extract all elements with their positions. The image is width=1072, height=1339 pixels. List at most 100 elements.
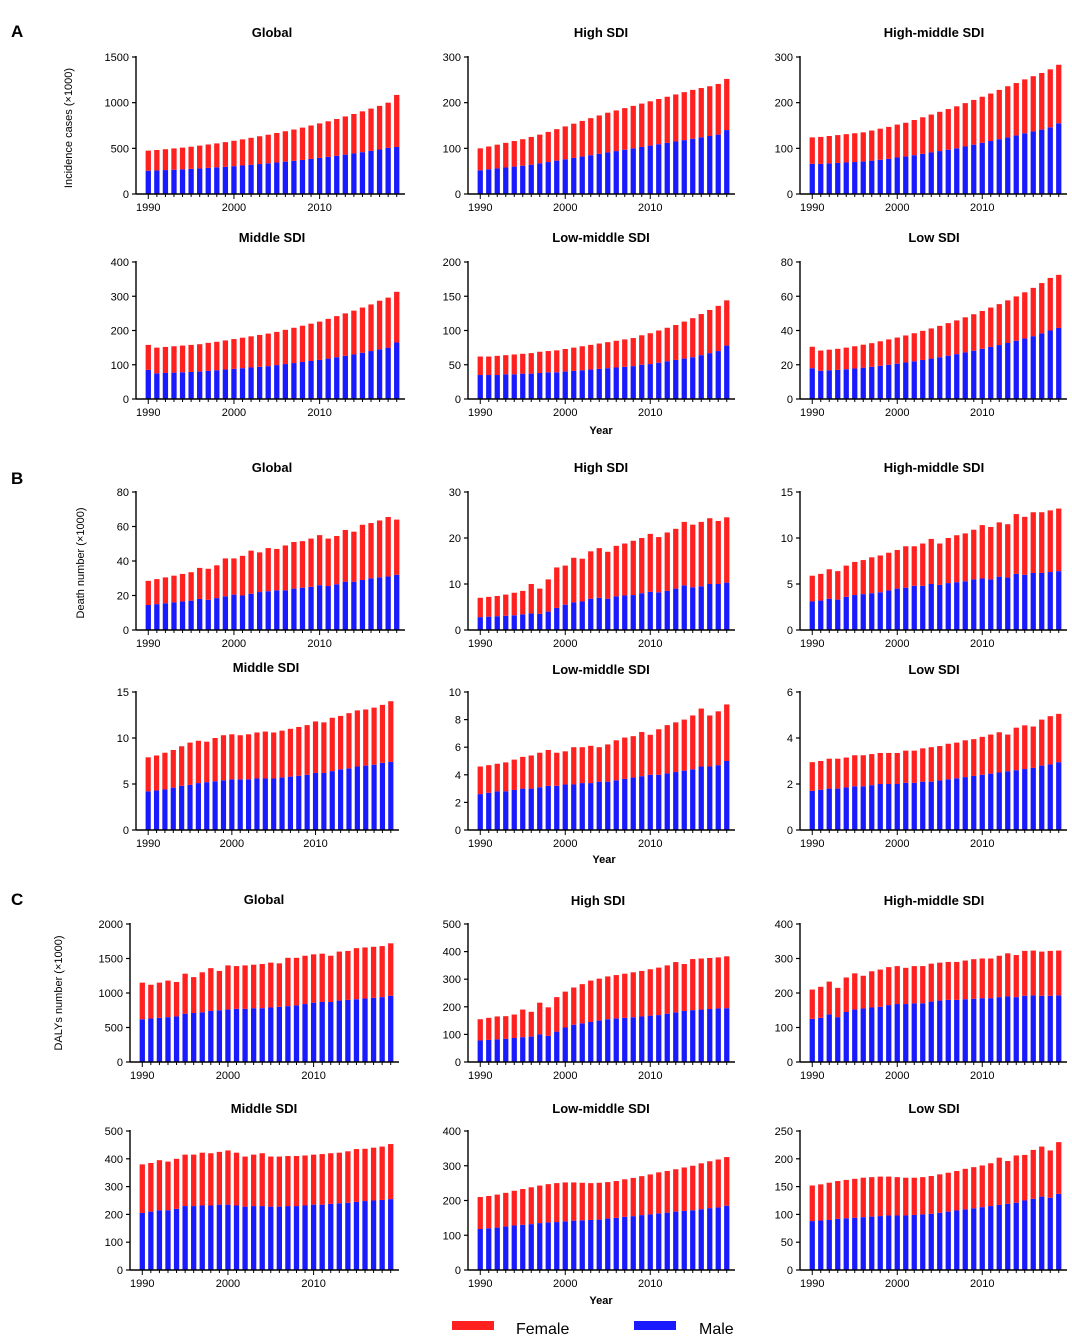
x-tick-label: 2000 [222,407,246,419]
bar-female-2011 [988,93,994,142]
bar-female-2018 [1047,1150,1053,1198]
bar-male-2019 [724,345,730,399]
bar-male-1999 [554,1031,560,1062]
x-tick-label: 2000 [553,407,577,419]
bar-female-1995 [187,742,193,785]
bar-male-2019 [394,342,400,399]
x-tick-label: 2010 [638,838,662,850]
y-tick-label: 100 [443,1029,461,1041]
bar-male-2011 [988,998,994,1062]
bar-female-2002 [911,546,917,586]
bar-female-2007 [622,108,628,150]
bar-male-2009 [304,774,310,830]
bar-female-2017 [707,518,713,584]
x-tick-label: 2010 [970,638,994,650]
bar-female-2011 [988,958,994,999]
bar-female-2008 [293,1156,300,1207]
bar-male-2010 [647,145,653,194]
bar-female-1991 [486,765,492,793]
bar-male-2007 [954,1210,960,1270]
bar-male-1991 [818,600,824,630]
bar-female-1990 [477,1197,483,1229]
chart-title: Global [244,892,284,907]
bar-male-1990 [139,1019,145,1062]
bar-female-1991 [486,146,492,170]
bar-female-2010 [979,310,985,349]
bar-male-1994 [843,787,849,830]
bar-female-2006 [613,110,619,152]
bar-male-1998 [214,598,220,630]
bar-female-2012 [334,119,340,156]
bar-female-2017 [707,309,713,354]
bar-female-1992 [826,569,832,599]
bar-male-2005 [274,590,280,630]
bar-female-1999 [220,735,227,781]
bar-male-2007 [622,1216,628,1270]
bar-female-2002 [579,747,585,784]
bar-female-2000 [231,558,237,595]
section-label-b: B [11,469,23,488]
bar-male-2008 [296,775,302,830]
y-tick-label: 0 [123,189,129,201]
chart-title: High SDI [574,460,628,475]
bar-female-2018 [1047,716,1053,765]
bar-female-2003 [256,136,263,165]
bar-female-2008 [630,972,636,1018]
y-tick-label: 5 [787,579,793,591]
bar-male-2005 [605,368,611,399]
bar-male-2011 [656,1015,662,1062]
bar-male-2013 [1005,996,1011,1062]
chart-title: Middle SDI [233,660,299,675]
chart-panel-a-1: Global 0 500 1000 1500 1990 2000 2010 [105,25,405,214]
bar-male-2005 [937,151,943,194]
bar-male-2008 [293,1206,300,1270]
bar-female-2011 [656,99,662,145]
bar-female-2001 [233,966,240,1009]
bar-female-1995 [188,146,194,169]
bar-male-2002 [579,1220,585,1270]
bar-male-2014 [1013,135,1019,194]
y-tick-label: 100 [105,1237,123,1249]
bar-male-1997 [869,593,875,630]
bar-female-2013 [673,528,679,589]
bar-male-2001 [239,595,246,630]
bar-male-1998 [545,1035,551,1062]
bar-female-2005 [605,551,611,599]
bar-male-2002 [911,585,917,630]
bar-male-1991 [154,170,160,194]
bar-female-2000 [562,565,568,605]
bar-male-2003 [588,598,594,630]
bar-female-2001 [903,967,909,1005]
y-tick-label: 20 [781,360,793,372]
bar-female-2013 [1005,1161,1011,1204]
y-tick-label: 100 [443,326,461,338]
bar-male-2011 [325,358,331,399]
bar-male-2013 [1005,1203,1011,1270]
bar-male-2008 [630,148,636,194]
bar-male-2018 [1047,764,1053,830]
bar-male-2005 [937,1000,943,1062]
bar-male-2015 [690,769,696,830]
bar-female-2012 [329,717,335,772]
bar-male-2015 [1022,995,1028,1062]
bar-male-2005 [937,357,943,399]
bar-female-2005 [937,543,943,585]
bar-male-2009 [639,776,645,830]
bar-female-2006 [945,538,951,584]
bar-female-1995 [520,590,526,615]
bar-female-2005 [271,732,277,779]
bar-female-2012 [996,89,1002,140]
bar-female-1992 [826,349,832,371]
bar-male-2004 [259,1008,265,1062]
bar-female-1999 [222,142,229,167]
bar-female-2001 [903,750,909,783]
bar-male-1996 [528,373,534,399]
bar-male-1998 [877,159,883,194]
bar-female-2010 [647,734,653,775]
x-tick-label: 1990 [800,1278,824,1290]
bar-male-2010 [647,774,653,830]
bar-male-2014 [345,1202,351,1270]
bar-male-1994 [179,372,186,399]
bar-female-2003 [920,966,926,1004]
bar-female-2018 [1047,510,1053,573]
